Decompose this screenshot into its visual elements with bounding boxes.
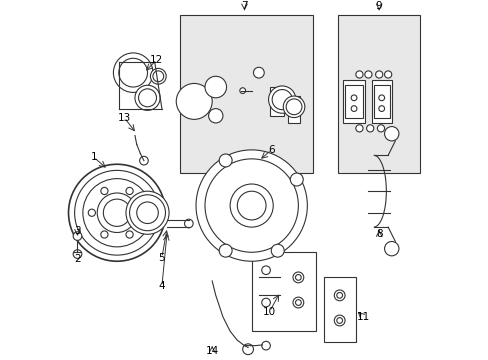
Circle shape: [140, 156, 148, 165]
Circle shape: [384, 242, 398, 256]
Circle shape: [272, 90, 292, 110]
Circle shape: [138, 209, 145, 216]
Circle shape: [137, 202, 158, 224]
Circle shape: [126, 188, 133, 194]
Circle shape: [283, 96, 304, 118]
Circle shape: [270, 95, 283, 108]
Bar: [343, 80, 364, 123]
Circle shape: [138, 89, 156, 107]
Circle shape: [384, 127, 398, 141]
Bar: [323, 278, 355, 342]
Text: 2: 2: [74, 255, 81, 265]
Bar: [251, 252, 316, 331]
Text: 10: 10: [263, 306, 276, 316]
Text: 5: 5: [158, 253, 165, 263]
Circle shape: [292, 272, 303, 283]
Circle shape: [119, 58, 147, 87]
Circle shape: [196, 150, 307, 261]
Circle shape: [101, 231, 108, 238]
Bar: [287, 96, 300, 123]
Circle shape: [350, 106, 356, 112]
Circle shape: [288, 104, 299, 115]
Circle shape: [126, 191, 169, 234]
Circle shape: [230, 184, 273, 227]
Bar: [373, 85, 389, 118]
Bar: [345, 85, 362, 118]
Text: 7: 7: [241, 1, 247, 11]
Circle shape: [364, 71, 371, 78]
Text: 1: 1: [90, 152, 97, 162]
Circle shape: [366, 125, 373, 132]
Circle shape: [150, 68, 166, 84]
Circle shape: [295, 300, 301, 305]
Text: 9: 9: [375, 1, 382, 11]
Circle shape: [261, 341, 270, 350]
Bar: [269, 87, 284, 116]
Circle shape: [204, 76, 226, 98]
Circle shape: [73, 232, 81, 240]
Circle shape: [375, 71, 382, 78]
Circle shape: [261, 266, 270, 275]
Circle shape: [261, 298, 270, 307]
Circle shape: [126, 231, 133, 238]
Circle shape: [295, 275, 301, 280]
Circle shape: [334, 290, 345, 301]
Circle shape: [336, 318, 342, 323]
Circle shape: [253, 67, 264, 78]
Circle shape: [350, 95, 356, 101]
Circle shape: [336, 292, 342, 298]
Text: 3: 3: [74, 226, 81, 236]
Circle shape: [334, 315, 345, 326]
Circle shape: [219, 244, 232, 257]
Circle shape: [268, 86, 295, 113]
Circle shape: [219, 154, 232, 167]
Circle shape: [129, 195, 165, 231]
Circle shape: [271, 244, 284, 257]
Circle shape: [355, 71, 362, 78]
Circle shape: [184, 219, 193, 228]
Text: 4: 4: [158, 282, 165, 291]
Circle shape: [285, 99, 302, 115]
Circle shape: [378, 95, 384, 101]
Text: 14: 14: [205, 346, 218, 356]
Circle shape: [153, 71, 163, 82]
Circle shape: [68, 164, 165, 261]
Circle shape: [101, 188, 108, 194]
Circle shape: [103, 199, 130, 226]
Circle shape: [290, 173, 303, 186]
Circle shape: [355, 125, 362, 132]
Text: 11: 11: [356, 312, 369, 322]
Circle shape: [242, 344, 253, 355]
Bar: [337, 15, 420, 173]
Circle shape: [113, 53, 153, 93]
Circle shape: [82, 179, 151, 247]
Circle shape: [239, 88, 245, 94]
Text: 12: 12: [150, 55, 163, 65]
Circle shape: [378, 106, 384, 112]
Circle shape: [176, 84, 212, 120]
Circle shape: [75, 170, 159, 255]
Circle shape: [97, 193, 137, 233]
Circle shape: [384, 71, 391, 78]
Circle shape: [73, 250, 81, 258]
Circle shape: [237, 191, 265, 220]
Circle shape: [208, 109, 223, 123]
Text: 6: 6: [267, 145, 274, 155]
Circle shape: [88, 209, 95, 216]
Bar: [371, 80, 391, 123]
Circle shape: [204, 159, 298, 252]
Circle shape: [377, 125, 384, 132]
Text: 8: 8: [375, 229, 382, 239]
Circle shape: [292, 297, 303, 308]
Circle shape: [135, 85, 160, 111]
Text: 13: 13: [117, 113, 130, 122]
Bar: [180, 15, 312, 173]
